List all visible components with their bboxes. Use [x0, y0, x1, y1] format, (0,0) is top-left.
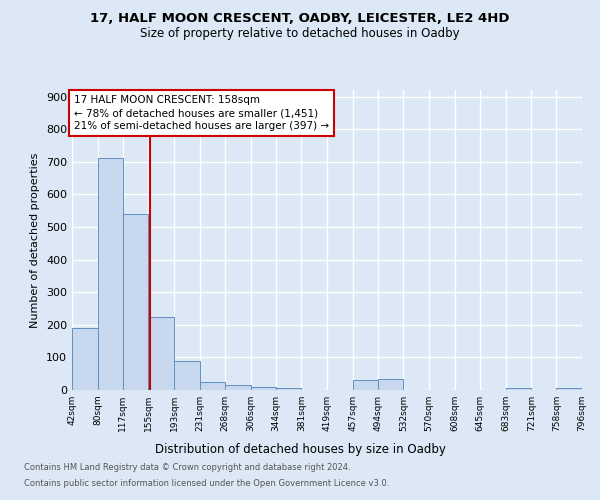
Bar — [353, 380, 378, 390]
Text: Size of property relative to detached houses in Oadby: Size of property relative to detached ho… — [140, 28, 460, 40]
Bar — [506, 388, 531, 390]
Bar — [200, 382, 225, 390]
Text: 17 HALF MOON CRESCENT: 158sqm
← 78% of detached houses are smaller (1,451)
21% o: 17 HALF MOON CRESCENT: 158sqm ← 78% of d… — [74, 95, 329, 132]
Bar — [148, 316, 174, 390]
Y-axis label: Number of detached properties: Number of detached properties — [31, 152, 40, 328]
Text: Contains public sector information licensed under the Open Government Licence v3: Contains public sector information licen… — [24, 478, 389, 488]
Bar — [98, 158, 123, 390]
Text: 17, HALF MOON CRESCENT, OADBY, LEICESTER, LE2 4HD: 17, HALF MOON CRESCENT, OADBY, LEICESTER… — [90, 12, 510, 26]
Bar — [72, 328, 98, 390]
Bar — [225, 385, 251, 390]
Bar — [174, 360, 200, 390]
Text: Distribution of detached houses by size in Oadby: Distribution of detached houses by size … — [155, 442, 445, 456]
Bar — [251, 388, 276, 390]
Bar — [123, 214, 148, 390]
Bar — [378, 378, 403, 390]
Bar — [276, 388, 301, 390]
Bar — [556, 388, 582, 390]
Text: Contains HM Land Registry data © Crown copyright and database right 2024.: Contains HM Land Registry data © Crown c… — [24, 464, 350, 472]
